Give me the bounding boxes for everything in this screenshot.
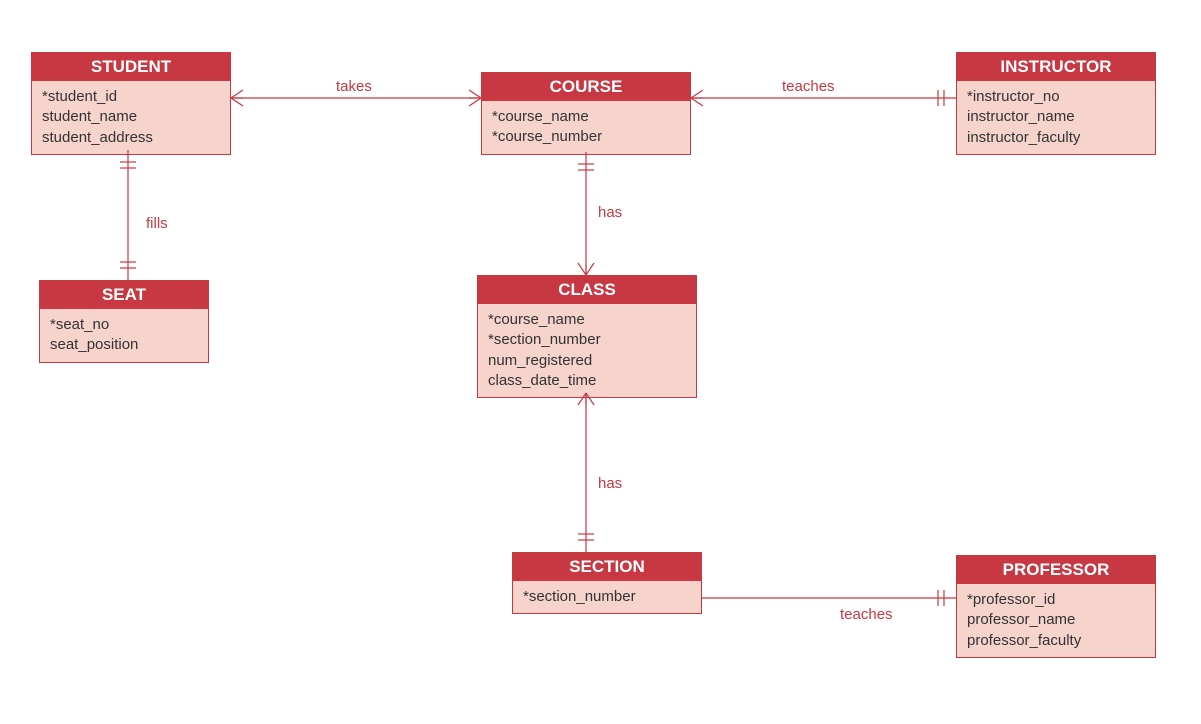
entity-course: COURSE *course_name *course_number xyxy=(481,72,691,155)
entity-class-title: CLASS xyxy=(478,276,696,304)
attr: student_name xyxy=(42,107,220,127)
edge-fills xyxy=(120,150,136,280)
entity-seat: SEAT *seat_no seat_position xyxy=(39,280,209,363)
entity-student-title: STUDENT xyxy=(32,53,230,81)
attr: professor_name xyxy=(967,610,1145,630)
edge-label-has2: has xyxy=(598,475,622,492)
entity-student-body: *student_id student_name student_address xyxy=(32,81,230,154)
attr: *student_id xyxy=(42,87,220,107)
entity-instructor-body: *instructor_no instructor_name instructo… xyxy=(957,81,1155,154)
attr: *course_name xyxy=(492,107,680,127)
edge-label-teaches2: teaches xyxy=(840,606,893,623)
attr: num_registered xyxy=(488,351,686,371)
attr: professor_faculty xyxy=(967,631,1145,651)
entity-student: STUDENT *student_id student_name student… xyxy=(31,52,231,155)
attr: *professor_id xyxy=(967,590,1145,610)
edge-has-course-class xyxy=(578,152,594,275)
attr: *instructor_no xyxy=(967,87,1145,107)
edge-label-has1: has xyxy=(598,204,622,221)
entity-course-title: COURSE xyxy=(482,73,690,101)
attr: *seat_no xyxy=(50,315,198,335)
entity-section-body: *section_number xyxy=(513,581,701,613)
entity-seat-body: *seat_no seat_position xyxy=(40,309,208,362)
edge-label-takes: takes xyxy=(336,78,372,95)
entity-course-body: *course_name *course_number xyxy=(482,101,690,154)
attr: *section_number xyxy=(488,330,686,350)
entity-section: SECTION *section_number xyxy=(512,552,702,614)
attr: instructor_faculty xyxy=(967,128,1145,148)
edge-label-teaches1: teaches xyxy=(782,78,835,95)
entity-class: CLASS *course_name *section_number num_r… xyxy=(477,275,697,398)
attr: instructor_name xyxy=(967,107,1145,127)
attr: seat_position xyxy=(50,335,198,355)
edge-label-fills: fills xyxy=(146,215,168,232)
entity-professor-body: *professor_id professor_name professor_f… xyxy=(957,584,1155,657)
entity-instructor: INSTRUCTOR *instructor_no instructor_nam… xyxy=(956,52,1156,155)
entity-class-body: *course_name *section_number num_registe… xyxy=(478,304,696,397)
entity-instructor-title: INSTRUCTOR xyxy=(957,53,1155,81)
entity-professor-title: PROFESSOR xyxy=(957,556,1155,584)
edge-has-class-section xyxy=(578,393,594,552)
attr: *course_number xyxy=(492,127,680,147)
entity-section-title: SECTION xyxy=(513,553,701,581)
attr: *course_name xyxy=(488,310,686,330)
attr: class_date_time xyxy=(488,371,686,391)
attr: student_address xyxy=(42,128,220,148)
entity-professor: PROFESSOR *professor_id professor_name p… xyxy=(956,555,1156,658)
entity-seat-title: SEAT xyxy=(40,281,208,309)
edge-teaches-professor xyxy=(702,590,956,606)
attr: *section_number xyxy=(523,587,691,607)
